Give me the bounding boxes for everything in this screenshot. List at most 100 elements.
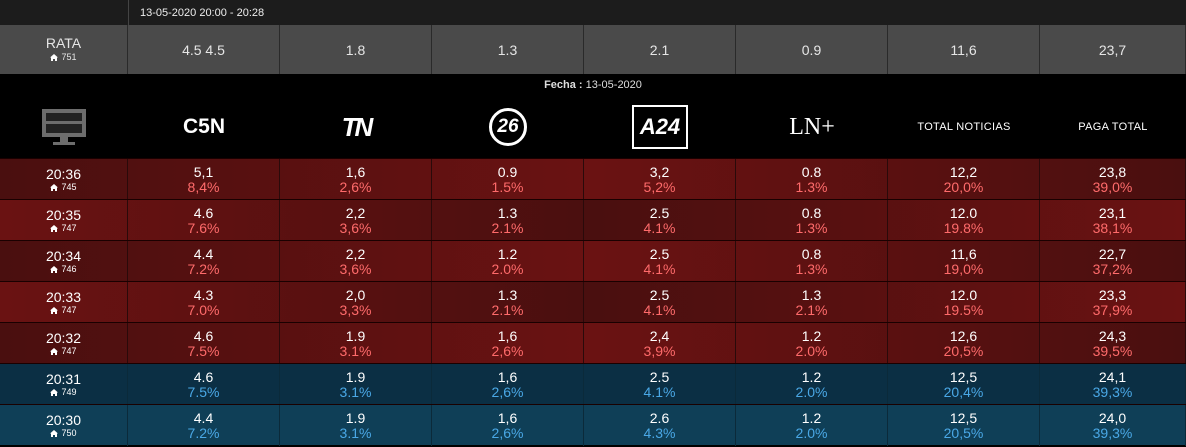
- rating-value: 4.6: [193, 327, 214, 344]
- rating-cell: 1.2 2.0%: [736, 364, 888, 405]
- rating-cell: 2,0 3,3%: [280, 282, 432, 323]
- rata-homes-value: 751: [61, 51, 77, 62]
- rating-cell: 2.5 4.1%: [584, 241, 736, 282]
- row-homes-value: 745: [61, 181, 77, 192]
- rating-value: 1,6: [497, 327, 518, 344]
- rating-value: 24,1: [1098, 368, 1127, 385]
- row-homes-value: 747: [61, 345, 77, 356]
- row-time: 20:36: [45, 165, 82, 182]
- time-cell: 20:30 750: [0, 405, 128, 446]
- rata-value: 0.9: [736, 25, 888, 74]
- share-percent: 20,5%: [943, 342, 984, 359]
- ln-logo: LN+: [736, 96, 888, 158]
- share-percent: 3,3%: [339, 301, 372, 318]
- home-icon: [50, 388, 59, 396]
- share-percent: 2,6%: [339, 178, 372, 195]
- rating-cell: 1.2 2.0%: [432, 241, 584, 282]
- rating-cell: 22,7 37,2%: [1040, 241, 1186, 282]
- rating-value: 22,7: [1098, 245, 1127, 262]
- rating-value: 0.8: [801, 245, 822, 262]
- rating-value: 12,5: [949, 368, 978, 385]
- rating-cell: 12.0 19.5%: [888, 282, 1040, 323]
- share-percent: 3.1%: [339, 342, 372, 359]
- rating-cell: 2,2 3,6%: [280, 200, 432, 241]
- rating-value: 2.5: [649, 245, 670, 262]
- rating-value: 2,4: [649, 327, 670, 344]
- rating-value: 2.5: [649, 204, 670, 221]
- rating-cell: 1.3 2.1%: [432, 200, 584, 241]
- row-homes-value: 750: [61, 427, 77, 438]
- paga-total-label: PAGA TOTAL: [1078, 121, 1148, 133]
- rating-value: 2.5: [649, 286, 670, 303]
- share-percent: 39,3%: [1092, 383, 1133, 400]
- rating-cell: 24,1 39,3%: [1040, 364, 1186, 405]
- rating-cell: 4.4 7.2%: [128, 405, 280, 446]
- rata-value: 1.3: [432, 25, 584, 74]
- monitor-icon: [0, 96, 128, 158]
- rating-value: 1.2: [801, 327, 822, 344]
- rata-label-cell: RATA 751: [0, 25, 128, 74]
- share-percent: 37,2%: [1092, 260, 1133, 277]
- share-percent: 4.1%: [643, 301, 676, 318]
- row-homes: 747: [50, 345, 77, 357]
- row-homes: 745: [50, 181, 77, 193]
- fecha-bar: Fecha : 13-05-2020: [0, 74, 1186, 96]
- rating-cell: 12,5 20,5%: [888, 405, 1040, 446]
- row-homes-value: 746: [61, 263, 77, 274]
- table-row: 20:35 747 4.6 7.6% 2,2 3,6% 1.3 2.1% 2.5 4.1% 0.8 1…: [0, 199, 1186, 241]
- row-time: 20:31: [45, 370, 82, 387]
- rating-value: 2,2: [345, 204, 366, 221]
- share-percent: 4.1%: [643, 219, 676, 236]
- table-row: 20:31 749 4.6 7.5% 1.9 3.1% 1,6 2,6% 2.5 4.1% 1.2 2…: [0, 363, 1186, 405]
- row-time: 20:34: [45, 247, 82, 264]
- rating-value: 0.8: [801, 204, 822, 221]
- share-percent: 2.0%: [491, 260, 524, 277]
- share-percent: 7.0%: [187, 301, 220, 318]
- rating-cell: 0.8 1.3%: [736, 159, 888, 200]
- share-percent: 3,6%: [339, 219, 372, 236]
- rating-value: 12,6: [949, 327, 978, 344]
- share-percent: 39,3%: [1092, 424, 1133, 441]
- rata-value: 2.1: [584, 25, 736, 74]
- rating-cell: 24,0 39,3%: [1040, 405, 1186, 446]
- home-icon: [50, 429, 59, 437]
- rating-value: 4.4: [193, 245, 214, 262]
- top-bar: 13-05-2020 20:00 - 20:28: [0, 0, 1186, 26]
- share-percent: 20,5%: [943, 424, 984, 441]
- rating-value: 23,3: [1098, 286, 1127, 303]
- row-homes-value: 747: [61, 304, 77, 315]
- fecha-label: Fecha :: [544, 79, 583, 91]
- rating-value: 12.0: [949, 204, 978, 221]
- table-row: 20:36 745 5,1 8,4% 1,6 2,6% 0.9 1.5% 3,2 5,2% 0.8 1…: [0, 158, 1186, 200]
- a24-logo: A24: [584, 96, 736, 158]
- rata-value: 11,6: [888, 25, 1040, 74]
- rating-value: 0.9: [497, 163, 518, 180]
- rating-value: 23,8: [1098, 163, 1127, 180]
- rating-cell: 2,4 3,9%: [584, 323, 736, 364]
- share-percent: 7.2%: [187, 260, 220, 277]
- total-noticias-header: TOTAL NOTICIAS: [888, 96, 1040, 158]
- share-percent: 2.1%: [491, 301, 524, 318]
- share-percent: 4.1%: [643, 260, 676, 277]
- rating-cell: 23,8 39,0%: [1040, 159, 1186, 200]
- share-percent: 7.2%: [187, 424, 220, 441]
- share-percent: 2,6%: [491, 424, 524, 441]
- rating-value: 1,6: [497, 409, 518, 426]
- home-icon: [50, 224, 59, 232]
- share-percent: 2.1%: [795, 301, 828, 318]
- ratings-table: 20:36 745 5,1 8,4% 1,6 2,6% 0.9 1.5% 3,2 5,2% 0.8 1…: [0, 158, 1186, 447]
- c5n-logo: C5N: [128, 96, 280, 158]
- tn-logo-text: TN: [341, 111, 374, 142]
- rating-cell: 1.3 2.1%: [736, 282, 888, 323]
- canal26-logo-text: 26: [497, 116, 519, 137]
- time-cell: 20:31 749: [0, 364, 128, 405]
- rating-cell: 2,2 3,6%: [280, 241, 432, 282]
- share-percent: 2.0%: [795, 342, 828, 359]
- rating-value: 5,1: [193, 163, 214, 180]
- share-percent: 4.3%: [643, 424, 676, 441]
- rating-cell: 1.2 2.0%: [736, 405, 888, 446]
- share-percent: 19.8%: [943, 219, 984, 236]
- rating-value: 2,2: [345, 245, 366, 262]
- share-percent: 2.0%: [795, 383, 828, 400]
- share-percent: 20,4%: [943, 383, 984, 400]
